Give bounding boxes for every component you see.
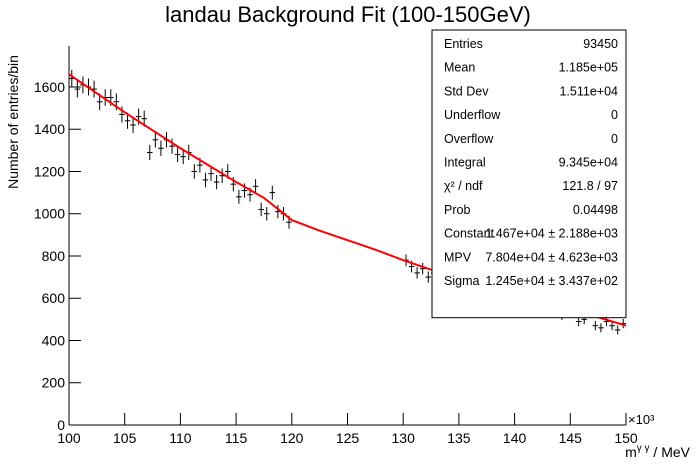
x-tick-label: 100: [57, 430, 81, 446]
data-point: [152, 132, 159, 148]
x-tick-label: 135: [447, 430, 471, 446]
stats-box: [431, 29, 627, 319]
stat-value: 9.345e+04: [559, 156, 618, 170]
data-point: [575, 316, 582, 327]
data-point: [158, 140, 164, 156]
data-point: [414, 267, 420, 279]
stat-label: Entries: [444, 37, 483, 51]
data-point: [609, 321, 615, 331]
x-tick-label: 145: [559, 430, 583, 446]
stat-value: 93450: [583, 37, 618, 51]
stat-label: Std Dev: [444, 84, 489, 98]
data-point: [213, 174, 220, 190]
data-point: [191, 164, 198, 179]
stat-label: Constant: [444, 227, 495, 241]
data-point: [180, 149, 186, 165]
data-point: [169, 138, 175, 154]
y-tick-label: 400: [42, 332, 66, 348]
x-tick-label: 115: [225, 430, 248, 446]
x-tick-label: 140: [503, 430, 527, 446]
y-tick-label: 600: [42, 290, 66, 306]
data-point: [425, 271, 432, 283]
data-point: [130, 117, 136, 133]
stat-value: 1.245e+04 ± 3.437e+02: [485, 274, 618, 288]
data-point: [124, 112, 131, 129]
y-tick-label: 1600: [34, 79, 65, 95]
data-point: [202, 172, 209, 188]
data-point: [208, 166, 214, 181]
x-tick-label: 150: [614, 430, 638, 446]
y-tick-label: 1200: [34, 163, 65, 179]
stat-label: Overflow: [444, 132, 494, 146]
x-label-base: m: [625, 444, 637, 460]
x-label-rest: / MeV: [650, 444, 691, 460]
data-point: [236, 189, 242, 204]
x-tick-label: 110: [169, 430, 192, 446]
x-tick-label: 130: [392, 430, 416, 446]
y-tick-label: 800: [42, 248, 66, 264]
x-tick-label: 120: [280, 430, 304, 446]
stat-value: 0: [611, 132, 618, 146]
stat-label: Mean: [444, 61, 475, 75]
data-point: [174, 147, 181, 163]
y-tick-label: 1000: [34, 206, 65, 222]
y-axis-label: Number of entries/bin: [5, 55, 21, 189]
stat-value: 7.804e+04 ± 4.623e+03: [485, 250, 618, 264]
data-point: [74, 80, 81, 98]
x-label-sup: γ γ: [637, 443, 650, 454]
stat-value: 121.8 / 97: [562, 179, 618, 193]
data-point: [146, 144, 153, 161]
data-point: [263, 207, 270, 221]
x-tick-label: 125: [336, 430, 360, 446]
data-point: [598, 323, 604, 333]
x-axis-label: mγ γ / MeV: [625, 443, 691, 460]
data-point: [614, 325, 621, 335]
stat-label: Prob: [444, 203, 470, 217]
stat-label: χ² / ndf: [444, 179, 483, 193]
x-multiplier: ×10³: [628, 412, 655, 427]
data-point: [603, 316, 610, 327]
data-point: [419, 262, 426, 275]
stat-value: 1.185e+05: [559, 61, 618, 75]
data-point: [258, 202, 264, 217]
stat-label: Integral: [444, 156, 486, 170]
stat-label: MPV: [444, 250, 472, 264]
y-tick-label: 1400: [34, 121, 65, 137]
stat-value: 1.467e+04 ± 2.188e+03: [485, 227, 618, 241]
x-tick-label: 105: [113, 430, 137, 446]
stat-value: 0.04498: [573, 203, 618, 217]
stat-value: 1.511e+04: [559, 84, 618, 98]
data-point: [252, 179, 259, 194]
stat-value: 0: [611, 108, 618, 122]
chart-title: landau Background Fit (100-150GeV): [165, 2, 531, 27]
data-point: [119, 106, 125, 123]
stat-label: Underflow: [444, 108, 501, 122]
y-tick-label: 0: [57, 417, 65, 433]
data-point: [269, 185, 276, 200]
y-tick-label: 200: [42, 375, 66, 391]
data-point: [592, 321, 599, 331]
stat-label: Sigma: [444, 274, 479, 288]
